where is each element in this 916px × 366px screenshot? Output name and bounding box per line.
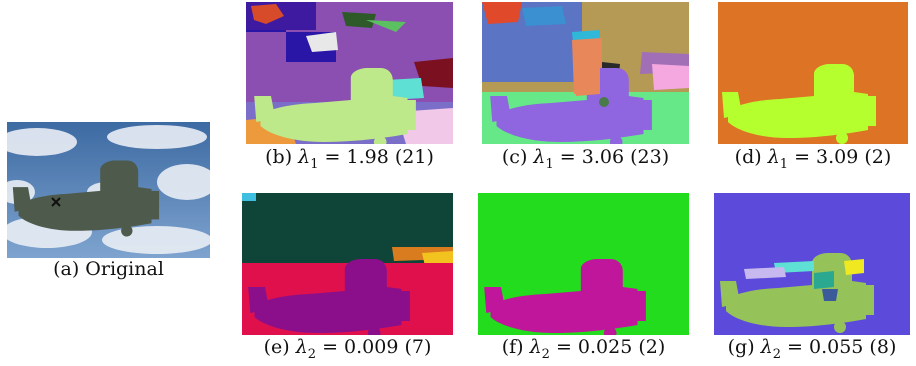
segmentation-c	[482, 2, 689, 144]
caption-c: (c) λ1 = 3.06 (23)	[501, 146, 670, 172]
panel-f	[478, 193, 689, 335]
caption-b: (b) λ1 = 1.98 (21)	[265, 146, 434, 172]
panel-b	[246, 2, 453, 144]
segmentation-g	[714, 193, 910, 335]
segmentation-b	[246, 2, 453, 144]
caption-f: (f) λ2 = 0.025 (2)	[501, 336, 666, 362]
panel-d	[718, 2, 908, 144]
panel-e	[242, 193, 453, 335]
caption-g: (g) λ2 = 0.055 (8)	[727, 336, 897, 362]
panel-c	[482, 2, 689, 144]
caption-a: (a) Original	[53, 258, 164, 280]
panel-original	[7, 122, 210, 258]
caption-d: (d) λ1 = 3.09 (2)	[734, 146, 892, 172]
segmentation-f	[478, 193, 689, 335]
segmentation-d	[718, 2, 908, 144]
segmentation-e	[242, 193, 453, 335]
panel-g	[714, 193, 910, 335]
original-photo	[7, 122, 210, 258]
caption-e: (e) λ2 = 0.009 (7)	[263, 336, 432, 362]
